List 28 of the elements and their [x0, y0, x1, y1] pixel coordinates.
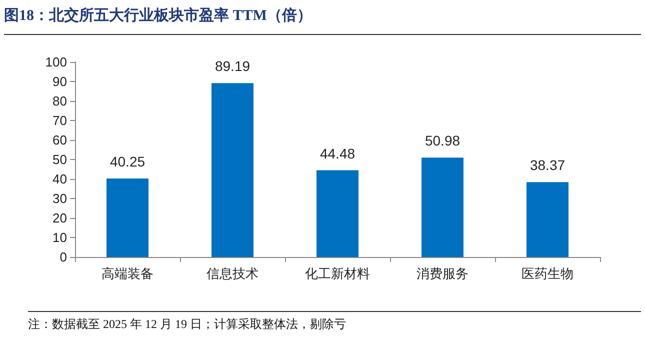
bar	[526, 182, 568, 257]
x-tick-label: 消费服务	[416, 266, 468, 281]
y-tick-label: 90	[52, 74, 67, 89]
y-tick-label: 10	[52, 230, 67, 245]
x-tick-label: 化工新材料	[305, 266, 370, 281]
y-tick-label: 40	[52, 172, 67, 186]
data-label: 44.48	[320, 145, 356, 162]
bar	[212, 83, 254, 257]
text: 注：数据截至 2025 年 12 月 19 日；计算采取整体法，剔除亏	[28, 316, 346, 333]
x-tick-label: 信息技术	[206, 266, 258, 281]
bar	[422, 158, 464, 257]
data-label: 40.25	[110, 154, 146, 170]
data-label: 38.37	[530, 157, 566, 174]
data-label: 50.98	[424, 132, 460, 149]
bar	[106, 178, 148, 257]
y-tick-label: 30	[52, 191, 67, 206]
y-tick-label: 60	[52, 132, 67, 148]
data-label: 89.19	[214, 58, 250, 74]
x-tick-label: 医药生物	[522, 266, 574, 281]
chart-title: 图18：北交所五大行业板块市盈率 TTM（倍）	[4, 6, 312, 25]
y-tick-label: 100	[45, 54, 67, 70]
y-tick-label: 50	[52, 152, 67, 167]
x-tick-label: 高端装备	[102, 266, 154, 281]
y-tick-label: 70	[52, 113, 67, 128]
y-tick-label: 80	[52, 94, 67, 108]
y-tick-label: 20	[52, 210, 67, 226]
y-tick-label: 0	[60, 250, 67, 264]
bar	[316, 170, 358, 257]
